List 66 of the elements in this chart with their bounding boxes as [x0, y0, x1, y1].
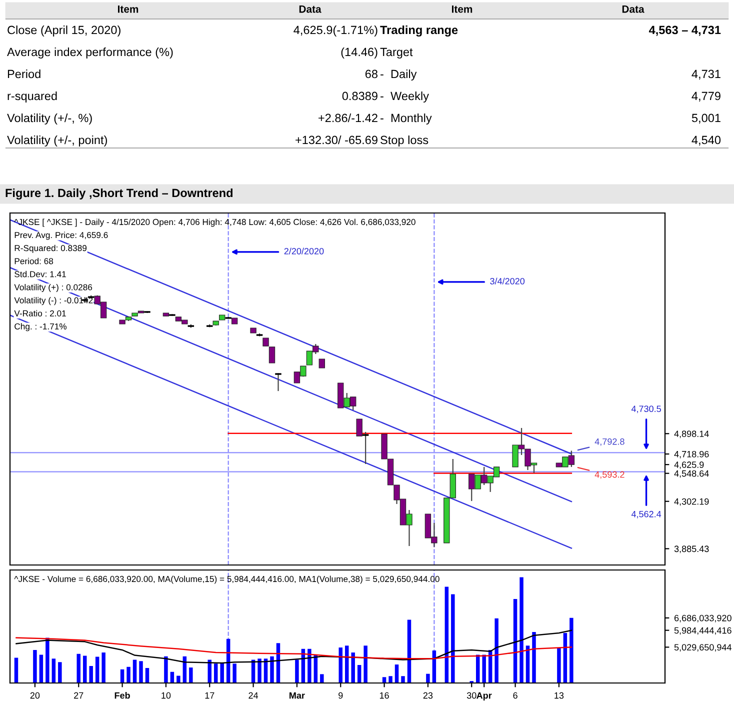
text: 5,001 — [692, 114, 720, 124]
text: Close (April 15, 2020) — [8, 26, 120, 36]
text: 4,779 — [692, 92, 720, 102]
x-tick-label: 6 — [513, 692, 518, 699]
chart-title: Figure 1. Daily ,Short Trend – Downtrend — [6, 188, 232, 200]
text: Volatility (+/-, point) — [7, 135, 107, 146]
text: - Monthly — [380, 113, 432, 124]
annotation: V-Ratio : 2.01 — [14, 310, 66, 316]
x-tick-label: 10 — [162, 692, 171, 699]
annotation: 2/20/2020 — [284, 248, 324, 254]
annotation: Std.Dev: 1.41 — [14, 270, 66, 278]
y-tick-label: 6,686,033,920 — [674, 614, 732, 622]
x-tick-label: 13 — [554, 692, 564, 699]
annotation: 4,593.2 — [594, 471, 624, 479]
y-tick-label: 4,302.19 — [674, 498, 709, 506]
x-tick-label: 23 — [423, 692, 433, 699]
x-tick-label: Mar — [290, 692, 305, 699]
annotation: Volatility (+) : 0.0286 — [14, 284, 92, 292]
y-tick-label: 5,984,444,416 — [674, 627, 732, 635]
x-tick-label: Feb — [114, 692, 130, 699]
text: Target — [380, 48, 413, 58]
x-tick-label: Apr — [476, 692, 492, 700]
text: - Weekly — [380, 92, 429, 102]
text: Volatility (+/-, %) — [7, 113, 92, 124]
text: 4,540 — [692, 136, 721, 146]
text: 68 — [365, 70, 378, 78]
x-tick-label: 30 — [466, 692, 476, 699]
x-tick-label: 17 — [205, 692, 214, 699]
annotation: 4,562.4 — [631, 510, 662, 518]
text: +2.86/-1.42 — [318, 113, 378, 122]
category-label: Data — [622, 6, 644, 13]
y-tick-label: 3,885.43 — [674, 546, 709, 554]
text: Trading range — [380, 25, 458, 37]
annotation: 4,730.5 — [631, 406, 661, 414]
text: 4,563 – 4,731 — [648, 26, 721, 36]
text: r-squared — [8, 92, 57, 102]
y-tick-label: 4,625.9 — [674, 462, 704, 469]
y-tick-label: 4,548.64 — [674, 470, 709, 478]
text: 4,731 — [692, 70, 720, 80]
y-tick-label: 4,898.14 — [674, 430, 709, 438]
y-tick-label: 4,718.96 — [674, 450, 709, 458]
text: ^JKSE - Volume = 6,686,033,920.00, MA(Volume,15) = 5,984,444,416.00, MA1(Volume,38) = 5,029,650,944.00 — [14, 576, 440, 584]
text: Period — [8, 70, 40, 78]
category-label: Data — [299, 6, 322, 13]
annotation: 4,792.8 — [594, 438, 624, 446]
annotation: Chg. : -1.71% — [14, 323, 67, 332]
x-tick-label: 20 — [30, 692, 40, 699]
text: - Daily — [380, 70, 417, 80]
text: Average index performance (%) — [7, 48, 173, 58]
text: 0.8389 — [342, 92, 378, 100]
x-tick-label: 9 — [338, 692, 343, 699]
text: ^JKSE [ ^JKSE ] - Daily - 4/15/2020 Open: 4,706 High: 4,748 Low: 4,605 Close: 4,626 Vol. 6,686,033,920 — [14, 218, 416, 227]
annotation: 3/4/2020 — [490, 278, 525, 284]
y-tick-label: 5,029,650,944 — [674, 644, 732, 652]
x-tick-label: 24 — [248, 692, 258, 699]
annotation: Period: 68 — [14, 258, 54, 264]
category-label: Item — [452, 6, 472, 13]
category-label: Item — [118, 6, 138, 13]
annotation: R-Squared: 0.8389 — [14, 244, 87, 253]
text: 4,625.9(-1.71%) — [294, 26, 378, 36]
x-tick-label: 16 — [380, 692, 389, 699]
text: Stop loss — [380, 135, 428, 146]
text: +132.30/ -65.69 — [296, 135, 378, 144]
text: (14.46) — [341, 48, 378, 58]
annotation: Prev. Avg. Price: 4,659.6 — [14, 232, 108, 240]
x-tick-label: 27 — [74, 692, 84, 699]
